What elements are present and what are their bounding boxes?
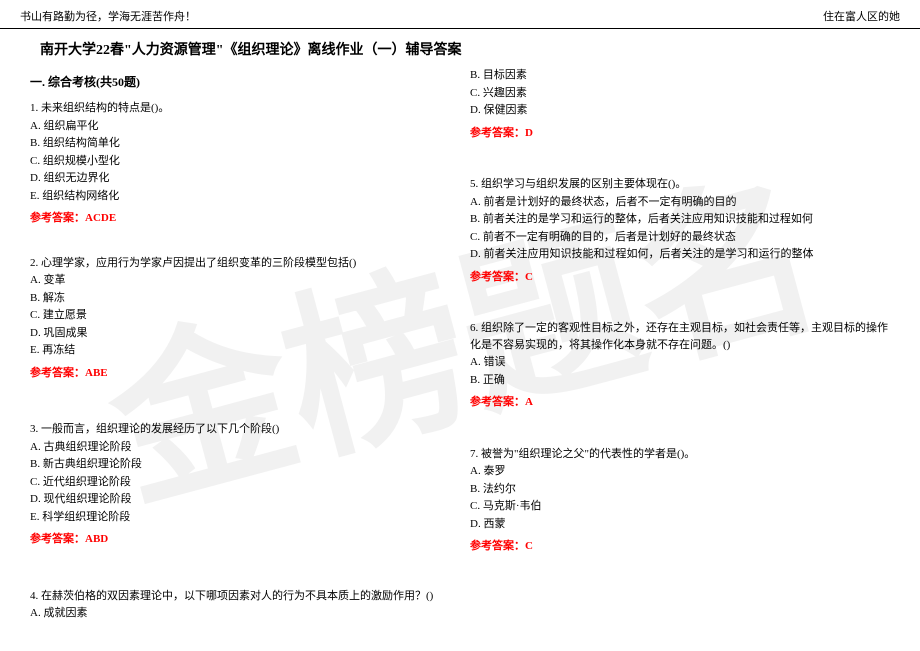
question-1: 1. 未来组织结构的特点是()。 A. 组织扁平化 B. 组织结构简单化 C. … — [30, 100, 450, 227]
option: A. 成就因素 — [30, 605, 450, 622]
option: E. 再冻结 — [30, 342, 450, 359]
option: D. 现代组织理论阶段 — [30, 491, 450, 508]
header-right: 住在富人区的她 — [823, 8, 900, 24]
option: A. 古典组织理论阶段 — [30, 439, 450, 456]
question-2: 2. 心理学家，应用行为学家卢因提出了组织变革的三阶段模型包括() A. 变革 … — [30, 255, 450, 382]
option: D. 前者关注应用知识技能和过程如何，后者关注的是学习和运行的整体 — [470, 246, 890, 263]
answer: 参考答案：C — [470, 538, 890, 555]
option: D. 保健因素 — [470, 102, 890, 119]
question-7: 7. 被誉为"组织理论之父"的代表性的学者是()。 A. 泰罗 B. 法约尔 C… — [470, 446, 890, 555]
content-area: 一. 综合考核(共50题) 1. 未来组织结构的特点是()。 A. 组织扁平化 … — [0, 67, 920, 623]
option: E. 组织结构网络化 — [30, 188, 450, 205]
header-left: 书山有路勤为径，学海无涯苦作舟！ — [20, 8, 196, 24]
question-6: 6. 组织除了一定的客观性目标之外，还存在主观目标，如社会责任等，主观目标的操作… — [470, 320, 890, 411]
option: C. 建立愿景 — [30, 307, 450, 324]
option: A. 前者是计划好的最终状态，后者不一定有明确的目的 — [470, 194, 890, 211]
option: E. 科学组织理论阶段 — [30, 509, 450, 526]
option: C. 组织规模小型化 — [30, 153, 450, 170]
option: C. 前者不一定有明确的目的，后者是计划好的最终状态 — [470, 229, 890, 246]
answer: 参考答案：ABD — [30, 531, 450, 548]
section-header: 一. 综合考核(共50题) — [30, 73, 450, 90]
option: B. 法约尔 — [470, 481, 890, 498]
document-title: 南开大学22春"人力资源管理"《组织理论》离线作业（一）辅导答案 — [0, 29, 920, 67]
option: B. 前者关注的是学习和运行的整体，后者关注应用知识技能和过程如何 — [470, 211, 890, 228]
answer: 参考答案：A — [470, 394, 890, 411]
option: B. 新古典组织理论阶段 — [30, 456, 450, 473]
question-4-part2: B. 目标因素 C. 兴趣因素 D. 保健因素 参考答案：D — [470, 67, 890, 141]
question-5: 5. 组织学习与组织发展的区别主要体现在()。 A. 前者是计划好的最终状态，后… — [470, 176, 890, 285]
question-text: 5. 组织学习与组织发展的区别主要体现在()。 — [470, 176, 890, 193]
option: B. 组织结构简单化 — [30, 135, 450, 152]
right-column: B. 目标因素 C. 兴趣因素 D. 保健因素 参考答案：D 5. 组织学习与组… — [460, 67, 900, 623]
option: A. 变革 — [30, 272, 450, 289]
question-text: 1. 未来组织结构的特点是()。 — [30, 100, 450, 117]
option: A. 组织扁平化 — [30, 118, 450, 135]
option: A. 泰罗 — [470, 463, 890, 480]
option: A. 错误 — [470, 354, 890, 371]
option: B. 正确 — [470, 372, 890, 389]
question-4-part1: 4. 在赫茨伯格的双因素理论中，以下哪项因素对人的行为不具本质上的激励作用？()… — [30, 588, 450, 622]
option: D. 巩固成果 — [30, 325, 450, 342]
answer: 参考答案：ACDE — [30, 210, 450, 227]
option: B. 目标因素 — [470, 67, 890, 84]
page-header: 书山有路勤为径，学海无涯苦作舟！ 住在富人区的她 — [0, 0, 920, 29]
answer: 参考答案：ABE — [30, 365, 450, 382]
option: C. 近代组织理论阶段 — [30, 474, 450, 491]
option: D. 西蒙 — [470, 516, 890, 533]
question-text: 4. 在赫茨伯格的双因素理论中，以下哪项因素对人的行为不具本质上的激励作用？() — [30, 588, 450, 605]
answer: 参考答案：C — [470, 269, 890, 286]
question-text: 2. 心理学家，应用行为学家卢因提出了组织变革的三阶段模型包括() — [30, 255, 450, 272]
answer: 参考答案：D — [470, 125, 890, 142]
option: D. 组织无边界化 — [30, 170, 450, 187]
question-text: 3. 一般而言，组织理论的发展经历了以下几个阶段() — [30, 421, 450, 438]
option: B. 解冻 — [30, 290, 450, 307]
option: C. 马克斯·韦伯 — [470, 498, 890, 515]
question-text: 7. 被誉为"组织理论之父"的代表性的学者是()。 — [470, 446, 890, 463]
option: C. 兴趣因素 — [470, 85, 890, 102]
left-column: 一. 综合考核(共50题) 1. 未来组织结构的特点是()。 A. 组织扁平化 … — [20, 67, 460, 623]
question-3: 3. 一般而言，组织理论的发展经历了以下几个阶段() A. 古典组织理论阶段 B… — [30, 421, 450, 548]
question-text: 6. 组织除了一定的客观性目标之外，还存在主观目标，如社会责任等，主观目标的操作… — [470, 320, 890, 353]
